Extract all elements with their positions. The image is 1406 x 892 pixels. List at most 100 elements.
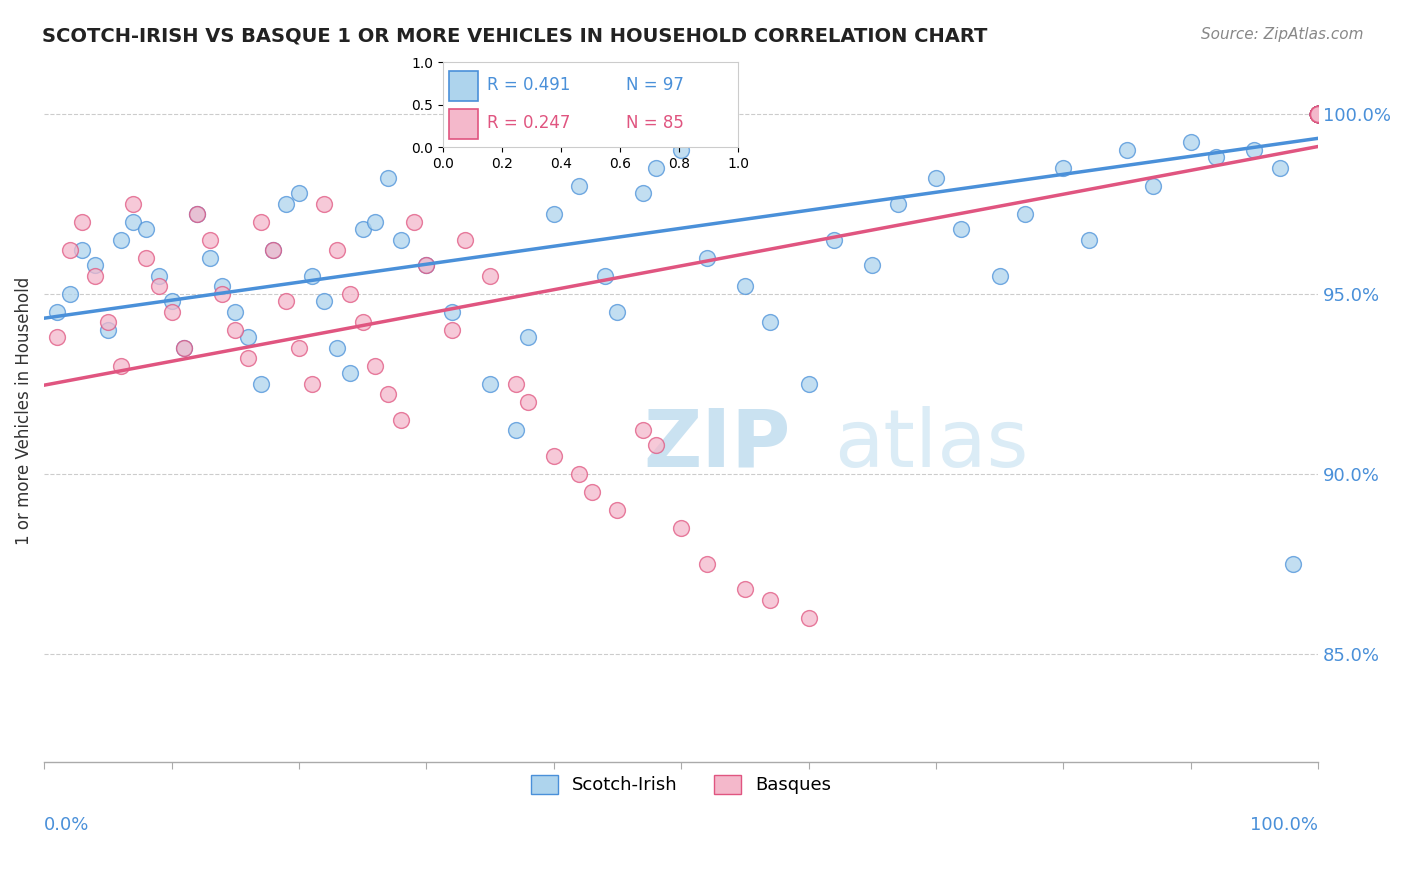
Text: 100.0%: 100.0% <box>1250 815 1319 833</box>
Point <box>759 315 782 329</box>
Point <box>288 341 311 355</box>
Text: N = 97: N = 97 <box>626 77 683 95</box>
Point <box>1308 106 1330 120</box>
Point <box>301 376 323 391</box>
Point <box>352 315 374 329</box>
Point <box>122 196 145 211</box>
Point <box>479 376 502 391</box>
Point <box>1308 106 1330 120</box>
Point <box>1308 106 1330 120</box>
Point <box>1308 106 1330 120</box>
Point <box>1308 106 1330 120</box>
FancyBboxPatch shape <box>449 109 478 139</box>
Point <box>644 438 666 452</box>
Point <box>389 412 412 426</box>
Point <box>1308 106 1330 120</box>
Point <box>1308 106 1330 120</box>
Point <box>593 268 616 283</box>
Text: ZIP: ZIP <box>643 406 790 483</box>
Point <box>669 520 692 534</box>
Point <box>1308 106 1330 120</box>
Point <box>1308 106 1330 120</box>
Point <box>1308 106 1330 120</box>
Point <box>1308 106 1330 120</box>
Point <box>1308 106 1330 120</box>
Point <box>1308 106 1330 120</box>
Point <box>1308 106 1330 120</box>
Point <box>110 233 132 247</box>
Point <box>1308 106 1330 120</box>
Point <box>135 221 157 235</box>
Point <box>1308 106 1330 120</box>
Point <box>1308 106 1330 120</box>
Point <box>377 387 399 401</box>
Point <box>581 484 603 499</box>
Point <box>1180 136 1202 150</box>
Point <box>249 376 271 391</box>
Point <box>1308 106 1330 120</box>
Point <box>1308 106 1330 120</box>
Point <box>1308 106 1330 120</box>
Point <box>1308 106 1330 120</box>
Text: atlas: atlas <box>834 406 1028 483</box>
Point <box>631 186 654 200</box>
Point <box>1205 150 1227 164</box>
Point <box>1308 106 1330 120</box>
Point <box>110 359 132 373</box>
Point <box>543 207 565 221</box>
Point <box>631 423 654 437</box>
Point <box>925 171 948 186</box>
Point <box>1308 106 1330 120</box>
Text: R = 0.491: R = 0.491 <box>486 77 571 95</box>
Point <box>1308 106 1330 120</box>
Point <box>1308 106 1330 120</box>
Point <box>644 161 666 175</box>
Point <box>236 351 259 366</box>
Point <box>1308 106 1330 120</box>
Point <box>84 258 107 272</box>
Point <box>45 304 67 318</box>
Point <box>543 449 565 463</box>
Point <box>1308 106 1330 120</box>
Point <box>352 221 374 235</box>
Point <box>211 286 233 301</box>
Point <box>1308 106 1330 120</box>
Point <box>440 322 463 336</box>
Point <box>1308 106 1330 120</box>
Point <box>58 244 80 258</box>
Point <box>314 196 336 211</box>
Point <box>1308 106 1330 120</box>
Point <box>696 251 718 265</box>
Point <box>72 244 94 258</box>
Point <box>1243 143 1265 157</box>
Point <box>288 186 311 200</box>
Point <box>479 268 502 283</box>
FancyBboxPatch shape <box>449 71 478 101</box>
Point <box>860 258 883 272</box>
Point <box>1308 106 1330 120</box>
Point <box>759 592 782 607</box>
Point <box>1308 106 1330 120</box>
Point <box>276 293 298 308</box>
Point <box>211 279 233 293</box>
Point <box>517 394 540 409</box>
Point <box>301 268 323 283</box>
Point <box>734 582 756 596</box>
Point <box>160 304 183 318</box>
Point <box>72 214 94 228</box>
Point <box>1281 557 1303 571</box>
Point <box>797 610 820 624</box>
Point <box>314 293 336 308</box>
Point <box>669 143 692 157</box>
Point <box>198 251 221 265</box>
Point <box>84 268 107 283</box>
Point <box>236 330 259 344</box>
Point <box>696 557 718 571</box>
Point <box>1308 106 1330 120</box>
Point <box>148 268 170 283</box>
Point <box>173 341 195 355</box>
Point <box>1308 106 1330 120</box>
Point <box>148 279 170 293</box>
Point <box>886 196 908 211</box>
Point <box>950 221 973 235</box>
